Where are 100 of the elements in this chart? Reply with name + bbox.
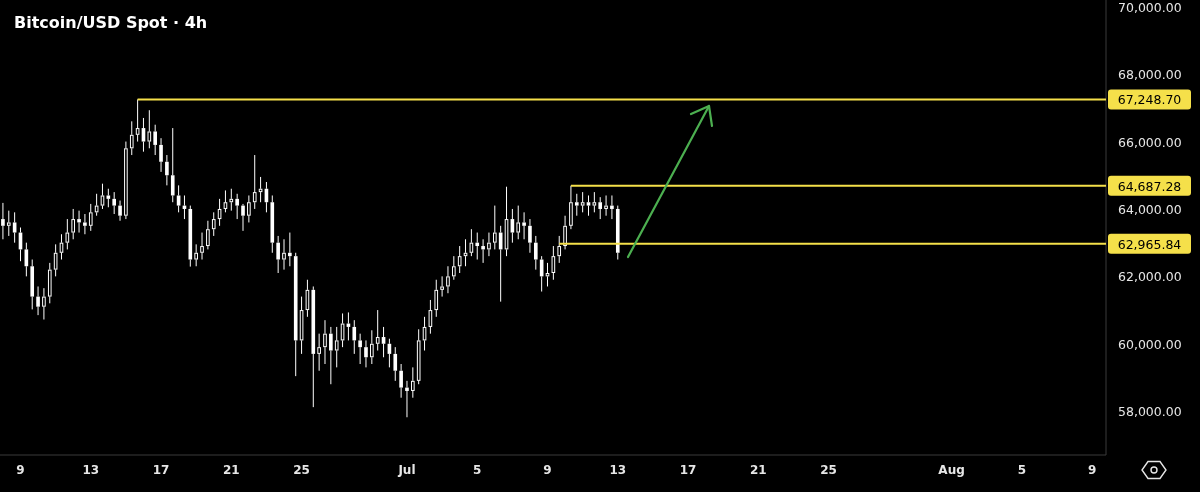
candlestick	[165, 154, 169, 186]
y-tick-label: 66,000.00	[1118, 134, 1182, 150]
candlestick	[411, 366, 415, 399]
candlestick	[487, 232, 491, 257]
candlestick	[422, 316, 427, 352]
text: Bitcoin/USD Spot · 4h	[14, 12, 208, 32]
candlestick	[206, 220, 210, 250]
candlestick	[352, 319, 357, 355]
candlestick	[393, 346, 398, 382]
candlestick	[299, 296, 304, 355]
x-tick-label: 9	[543, 463, 552, 477]
y-tick-label: 60,000.00	[1118, 336, 1182, 352]
y-tick-label: 70,000.00	[1118, 0, 1182, 15]
candlestick	[475, 232, 480, 261]
y-tick-label: 64,000.00	[1118, 201, 1182, 217]
candlestick	[416, 328, 421, 385]
candlestick	[135, 98, 140, 143]
candlestick	[305, 279, 310, 318]
candlestick	[77, 210, 81, 234]
candlestick	[36, 285, 40, 316]
x-tick-label: 21	[222, 463, 240, 477]
candlestick	[528, 218, 532, 254]
x-tick-label: 21	[749, 463, 767, 477]
candlestick	[434, 279, 439, 318]
candlestick	[200, 232, 204, 261]
candlestick	[574, 193, 579, 217]
candlestick	[252, 154, 257, 210]
candlestick	[282, 238, 286, 271]
candlestick	[615, 205, 620, 261]
candlestick	[94, 193, 99, 217]
candlestick	[440, 275, 444, 298]
candlestick	[563, 215, 567, 250]
candlestick	[364, 339, 368, 368]
candlestick	[247, 194, 251, 223]
y-tick-label: 62,000.00	[1118, 268, 1182, 284]
candlestick	[481, 238, 485, 264]
candlestick	[334, 326, 339, 368]
x-tick-label: 13	[609, 463, 627, 477]
candlestick	[452, 255, 456, 281]
x-tick-label: 9	[16, 463, 25, 477]
candlestick	[241, 203, 245, 232]
candlestick	[129, 120, 134, 156]
x-tick-label: 9	[1087, 463, 1097, 477]
data-label: 67,248.70	[1117, 91, 1182, 107]
data-label: 62,965.84	[1117, 236, 1182, 252]
candlestick	[270, 194, 275, 254]
candlestick	[569, 185, 573, 230]
candlestick	[217, 198, 222, 227]
candlestick	[358, 333, 362, 365]
x-tick-label: Jul	[397, 463, 416, 477]
candlestick	[211, 211, 216, 237]
candlestick	[405, 380, 409, 418]
x-tick-label: 5	[1017, 463, 1026, 477]
x-tick-label: 17	[152, 463, 170, 477]
x-tick-label: Aug	[938, 463, 965, 477]
y-tick-label: 68,000.00	[1118, 66, 1182, 82]
x-tick-label: 17	[679, 463, 697, 477]
candlestick	[223, 189, 228, 213]
x-tick-label: 25	[820, 463, 837, 477]
data-label: 64,687.28	[1117, 178, 1182, 194]
candlestick	[323, 319, 327, 365]
candlestick	[551, 245, 556, 281]
candlestick	[83, 213, 87, 235]
x-tick-label: 25	[293, 463, 310, 477]
candlestick	[329, 326, 333, 385]
candlestick	[604, 194, 608, 217]
candlestick	[258, 176, 263, 203]
candlestick	[118, 200, 122, 222]
candlestick	[293, 252, 298, 377]
candlestick	[370, 329, 374, 365]
x-tick-label: 13	[82, 463, 100, 477]
candlestick	[598, 196, 603, 220]
candlestick	[288, 232, 292, 267]
candlestick	[159, 137, 163, 173]
candlestick	[100, 183, 105, 210]
candlestick	[533, 235, 538, 271]
candlestick	[276, 235, 280, 274]
candlestick	[375, 309, 380, 352]
candlestick	[586, 194, 591, 217]
candlestick	[446, 265, 450, 294]
candlestick	[170, 127, 175, 203]
candlestick	[399, 363, 403, 399]
candlestick	[6, 210, 11, 237]
y-tick-label: 58,000.00	[1118, 403, 1182, 419]
candlestick	[235, 193, 239, 220]
candlestick	[124, 141, 128, 220]
x-tick-label: 5	[473, 463, 482, 477]
candlestick	[469, 228, 474, 257]
candlestick	[188, 205, 193, 268]
candlestick	[317, 333, 321, 372]
candlestick	[229, 188, 234, 212]
candlestick	[545, 262, 550, 287]
candlestick	[610, 194, 614, 220]
candlestick	[112, 191, 116, 215]
candlestick	[1, 202, 5, 240]
candlestick	[42, 287, 46, 321]
candlestick	[457, 245, 462, 274]
candlestick	[428, 299, 433, 335]
candlestick	[311, 285, 316, 408]
candlestick	[88, 203, 93, 232]
